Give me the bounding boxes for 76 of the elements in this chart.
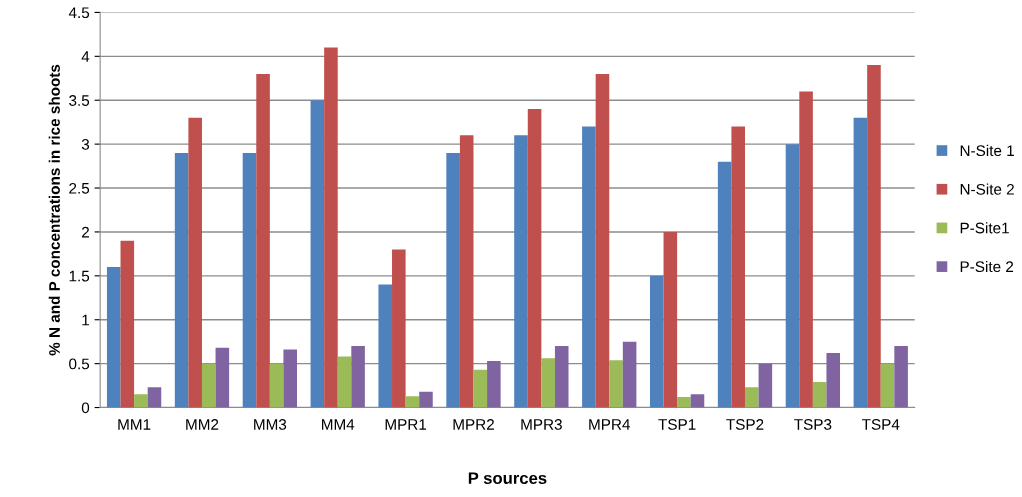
y-tick-label: 0.5 bbox=[69, 358, 90, 370]
bar bbox=[473, 369, 488, 408]
bar bbox=[188, 117, 202, 408]
bar bbox=[405, 396, 420, 408]
x-tick-label: MM4 bbox=[322, 419, 355, 430]
bar bbox=[351, 346, 365, 408]
bar bbox=[595, 73, 610, 408]
x-tick-label: MPR3 bbox=[521, 419, 562, 430]
x-tick-label: MPR2 bbox=[453, 419, 494, 430]
bar bbox=[419, 391, 433, 408]
x-tick-label: MPR4 bbox=[589, 419, 631, 430]
bar bbox=[582, 126, 596, 408]
x-tick-label: TSP1 bbox=[658, 419, 696, 430]
bar bbox=[283, 349, 297, 408]
y-tick-label: 0 bbox=[81, 402, 90, 414]
x-axis-title: P sources bbox=[468, 472, 547, 485]
legend-label: P-Site1 bbox=[960, 222, 1009, 234]
y-axis-title: % N and P concentrations in rice shoots bbox=[48, 64, 60, 356]
y-tick-label: 3.5 bbox=[69, 95, 90, 106]
bar bbox=[106, 267, 121, 408]
bar bbox=[201, 363, 216, 408]
y-tick-label: 1.5 bbox=[69, 270, 90, 282]
bar bbox=[147, 387, 162, 408]
y-tick-label: 4 bbox=[81, 51, 90, 62]
bar bbox=[215, 347, 230, 408]
legend-label: P-Site 2 bbox=[960, 260, 1014, 273]
bar bbox=[745, 387, 759, 408]
x-tick-label: MPR1 bbox=[385, 419, 427, 430]
bar bbox=[120, 240, 135, 408]
bar bbox=[609, 360, 623, 408]
bar bbox=[337, 356, 352, 408]
legend-label: N-Site 2 bbox=[960, 183, 1014, 195]
bar bbox=[622, 341, 637, 408]
bar bbox=[256, 73, 270, 408]
bar bbox=[677, 397, 691, 408]
y-tick-label: 2 bbox=[82, 226, 89, 238]
y-tick-label: 2.5 bbox=[69, 182, 90, 194]
bar bbox=[310, 100, 325, 408]
x-tick-label: MM1 bbox=[118, 419, 151, 430]
x-tick-label: TSP3 bbox=[794, 419, 832, 430]
bar bbox=[242, 152, 257, 408]
x-tick-label: MM3 bbox=[254, 419, 287, 430]
bar bbox=[799, 91, 813, 408]
bar bbox=[663, 231, 678, 408]
bar bbox=[446, 152, 460, 408]
x-tick-label: TSP2 bbox=[726, 419, 764, 430]
legend-label: N-Site 1 bbox=[960, 144, 1014, 157]
bar bbox=[459, 135, 474, 408]
x-tick-label: TSP4 bbox=[861, 419, 900, 430]
y-tick-label: 3 bbox=[81, 139, 90, 150]
bar bbox=[514, 135, 528, 408]
bar bbox=[487, 361, 501, 408]
bar bbox=[812, 382, 827, 408]
bar bbox=[134, 394, 148, 408]
bar bbox=[378, 284, 393, 408]
bar bbox=[826, 353, 841, 408]
bar bbox=[731, 126, 745, 408]
bar bbox=[785, 144, 800, 408]
bar bbox=[392, 249, 406, 408]
y-tick-label: 1 bbox=[82, 314, 89, 326]
bar bbox=[174, 152, 189, 408]
bar bbox=[649, 275, 664, 408]
bar bbox=[324, 47, 338, 408]
bar bbox=[541, 358, 555, 408]
bar bbox=[867, 65, 881, 408]
bar bbox=[554, 346, 569, 408]
bar bbox=[269, 363, 284, 408]
x-tick-label: MM2 bbox=[186, 419, 219, 430]
bar bbox=[717, 161, 732, 408]
bar bbox=[853, 117, 868, 408]
y-tick-label: 4.5 bbox=[68, 7, 90, 19]
bar bbox=[690, 394, 705, 408]
bar bbox=[527, 109, 542, 408]
bar bbox=[758, 363, 773, 408]
bar bbox=[894, 346, 908, 408]
bar bbox=[880, 363, 895, 408]
